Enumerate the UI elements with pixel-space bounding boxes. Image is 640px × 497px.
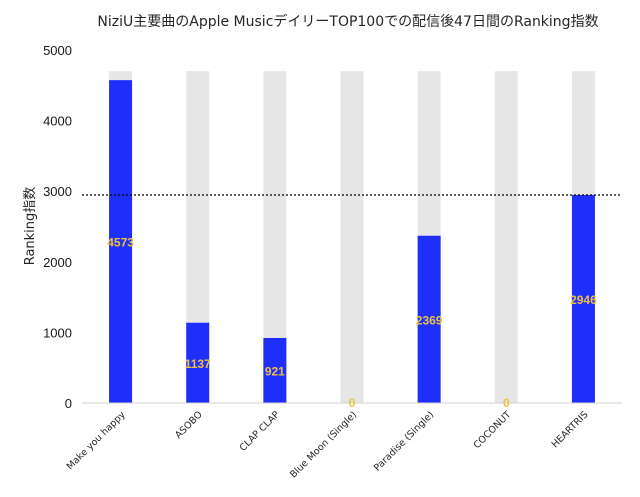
data-label: 921 bbox=[265, 364, 285, 378]
y-tick-label: 2000 bbox=[43, 255, 72, 270]
y-tick-label: 3000 bbox=[43, 184, 72, 199]
background-bar bbox=[494, 71, 518, 404]
x-tick-label: Blue Moon (Single) bbox=[288, 409, 359, 480]
x-tick-label: ASOBO bbox=[173, 409, 205, 441]
x-axis-ticks: Make you happy ASOBO CLAP CLAP Blue Moon (S… bbox=[65, 409, 591, 480]
data-label: 2946 bbox=[570, 293, 597, 307]
data-label: 2369 bbox=[416, 313, 443, 327]
bar bbox=[186, 322, 210, 403]
x-tick-label: Make you happy bbox=[65, 409, 128, 472]
max-background-bars bbox=[109, 71, 595, 404]
data-label: 0 bbox=[503, 396, 510, 410]
data-label: 4573 bbox=[107, 236, 134, 250]
bar bbox=[109, 80, 133, 403]
x-tick-label: CLAP CLAP bbox=[238, 409, 283, 454]
y-tick-label: 4000 bbox=[43, 114, 72, 129]
x-tick-label: HEARTRIS bbox=[550, 409, 591, 450]
background-bar bbox=[263, 71, 287, 404]
y-axis-label: Ranking指数 bbox=[23, 187, 38, 266]
x-tick-label: Paradise (Single) bbox=[372, 409, 436, 473]
bar bbox=[263, 337, 287, 403]
y-tick-label: 5000 bbox=[43, 43, 72, 58]
data-label: 1137 bbox=[185, 357, 211, 371]
y-tick-label: 0 bbox=[65, 396, 72, 411]
value-bars bbox=[109, 80, 595, 403]
bar bbox=[571, 195, 595, 403]
bar bbox=[417, 235, 441, 403]
background-bar bbox=[186, 71, 210, 404]
background-bar bbox=[340, 71, 364, 404]
data-label: 0 bbox=[349, 396, 356, 410]
y-axis-ticks: 0 1000 2000 3000 4000 5000 bbox=[43, 43, 72, 411]
y-tick-label: 1000 bbox=[43, 325, 72, 340]
data-labels: 4573 1137 921 0 2369 0 2946 bbox=[107, 236, 597, 410]
x-tick-label: COCONUT bbox=[472, 409, 514, 451]
chart-title: NiziU主要曲のApple MusicデイリーTOP100での配信後47日間の… bbox=[97, 13, 598, 30]
